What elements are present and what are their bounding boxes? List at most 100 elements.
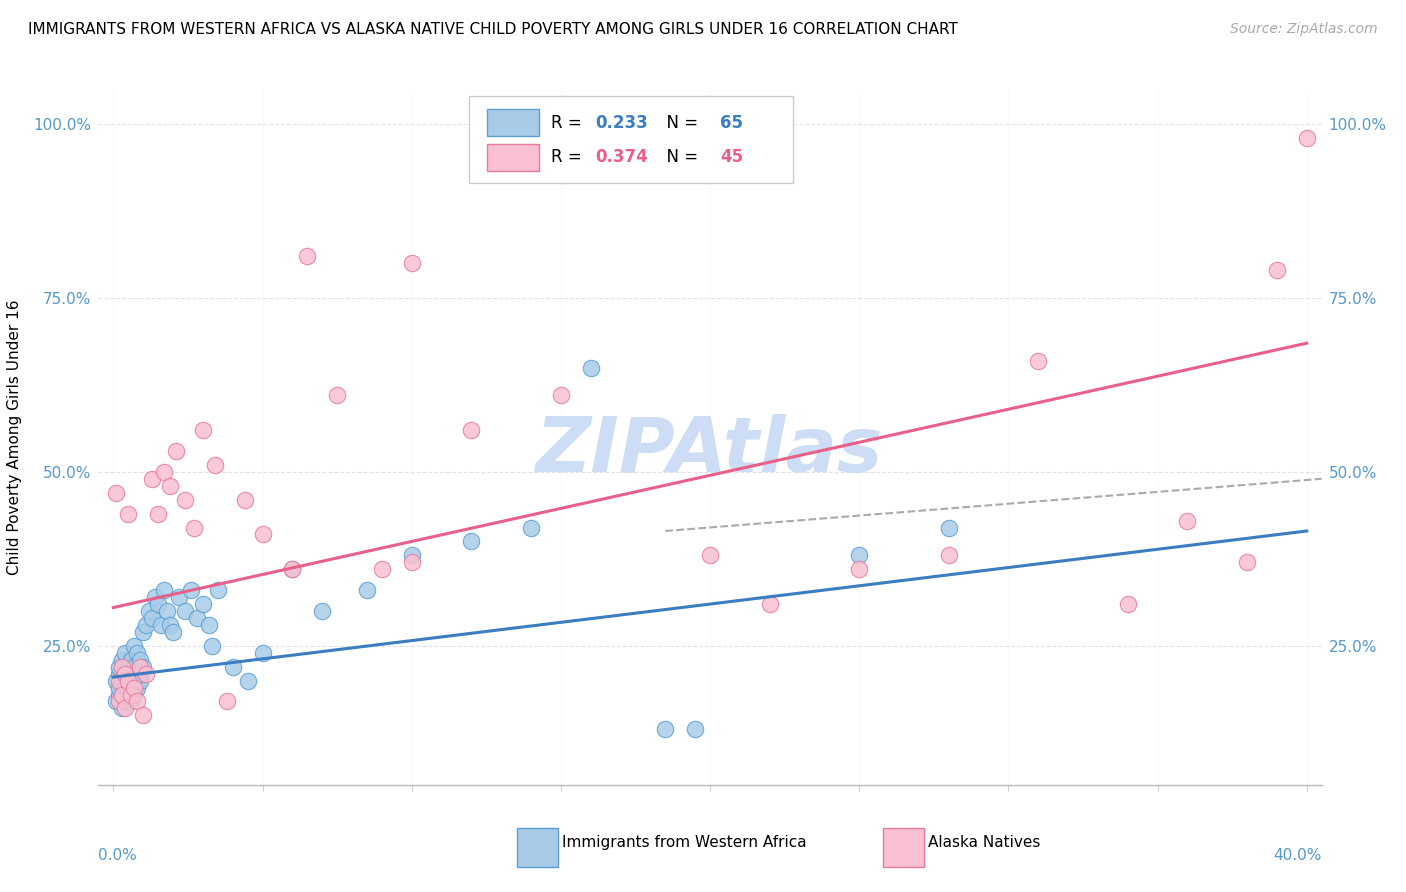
Point xyxy=(848,562,870,576)
Point xyxy=(117,507,139,521)
Point xyxy=(108,681,131,695)
Point xyxy=(579,360,602,375)
Point xyxy=(132,708,155,723)
Point xyxy=(117,673,139,688)
Point xyxy=(135,666,157,681)
Point xyxy=(758,597,780,611)
Point xyxy=(191,423,214,437)
Point xyxy=(129,659,152,673)
Point xyxy=(297,249,319,263)
Text: 65: 65 xyxy=(720,113,742,132)
Point xyxy=(699,549,721,563)
Point xyxy=(201,639,224,653)
Text: 0.233: 0.233 xyxy=(595,113,648,132)
Point xyxy=(180,583,202,598)
Point xyxy=(520,520,543,534)
Point xyxy=(127,666,149,681)
Point xyxy=(108,694,131,708)
Point xyxy=(1026,353,1049,368)
Text: R =: R = xyxy=(551,148,588,167)
Point xyxy=(129,666,152,681)
Point xyxy=(281,562,304,576)
Point xyxy=(159,618,181,632)
Point xyxy=(114,646,136,660)
Point xyxy=(111,673,134,688)
Y-axis label: Child Poverty Among Girls Under 16: Child Poverty Among Girls Under 16 xyxy=(7,300,22,574)
Text: 0.0%: 0.0% xyxy=(98,847,138,863)
Point xyxy=(1265,263,1288,277)
Point xyxy=(122,639,145,653)
FancyBboxPatch shape xyxy=(470,96,793,183)
Point xyxy=(198,618,221,632)
Point xyxy=(111,659,134,673)
Point xyxy=(938,520,960,534)
Point xyxy=(129,653,152,667)
Point xyxy=(132,624,155,639)
Point xyxy=(460,534,482,549)
Text: Alaska Natives: Alaska Natives xyxy=(928,836,1040,850)
Point xyxy=(114,666,136,681)
Point xyxy=(127,646,149,660)
Point xyxy=(138,604,160,618)
Point xyxy=(683,723,706,737)
Text: Immigrants from Western Africa: Immigrants from Western Africa xyxy=(562,836,807,850)
Point xyxy=(117,688,139,702)
Point xyxy=(550,388,572,402)
Text: N =: N = xyxy=(657,113,703,132)
Text: IMMIGRANTS FROM WESTERN AFRICA VS ALASKA NATIVE CHILD POVERTY AMONG GIRLS UNDER : IMMIGRANTS FROM WESTERN AFRICA VS ALASKA… xyxy=(28,22,957,37)
Point xyxy=(108,688,131,702)
Point xyxy=(127,694,149,708)
Point xyxy=(114,666,136,681)
Point xyxy=(122,673,145,688)
Point xyxy=(127,681,149,695)
Text: N =: N = xyxy=(657,148,703,167)
Point xyxy=(111,688,134,702)
FancyBboxPatch shape xyxy=(488,110,538,136)
Point xyxy=(120,688,142,702)
Point xyxy=(105,694,128,708)
Point xyxy=(207,583,229,598)
Point xyxy=(108,673,131,688)
Point xyxy=(156,604,179,618)
Point xyxy=(146,507,169,521)
Text: 40.0%: 40.0% xyxy=(1274,847,1322,863)
Point xyxy=(401,555,423,569)
Point xyxy=(1236,555,1258,569)
Point xyxy=(153,583,176,598)
Text: Source: ZipAtlas.com: Source: ZipAtlas.com xyxy=(1230,22,1378,37)
Point xyxy=(114,694,136,708)
Point xyxy=(221,659,243,673)
Point xyxy=(1295,131,1317,145)
Point xyxy=(326,388,349,402)
Point xyxy=(143,590,166,604)
Point xyxy=(401,256,423,270)
Point xyxy=(114,681,136,695)
Point xyxy=(141,611,163,625)
Text: R =: R = xyxy=(551,113,588,132)
Point xyxy=(371,562,394,576)
Point xyxy=(186,611,208,625)
Point xyxy=(162,624,184,639)
Text: ZIPAtlas: ZIPAtlas xyxy=(536,414,884,488)
Point xyxy=(105,485,128,500)
Point xyxy=(174,492,197,507)
Point xyxy=(167,590,190,604)
Point xyxy=(654,723,676,737)
Point xyxy=(122,688,145,702)
Point xyxy=(938,549,960,563)
Point xyxy=(174,604,197,618)
Point xyxy=(117,659,139,673)
Point xyxy=(120,681,142,695)
Point xyxy=(111,701,134,715)
Point xyxy=(132,659,155,673)
FancyBboxPatch shape xyxy=(488,145,538,170)
Point xyxy=(1116,597,1139,611)
Point xyxy=(120,653,142,667)
Point xyxy=(153,465,176,479)
Point xyxy=(111,653,134,667)
Point xyxy=(204,458,226,472)
Point xyxy=(120,666,142,681)
Point xyxy=(356,583,378,598)
Point xyxy=(233,492,256,507)
Point xyxy=(114,701,136,715)
